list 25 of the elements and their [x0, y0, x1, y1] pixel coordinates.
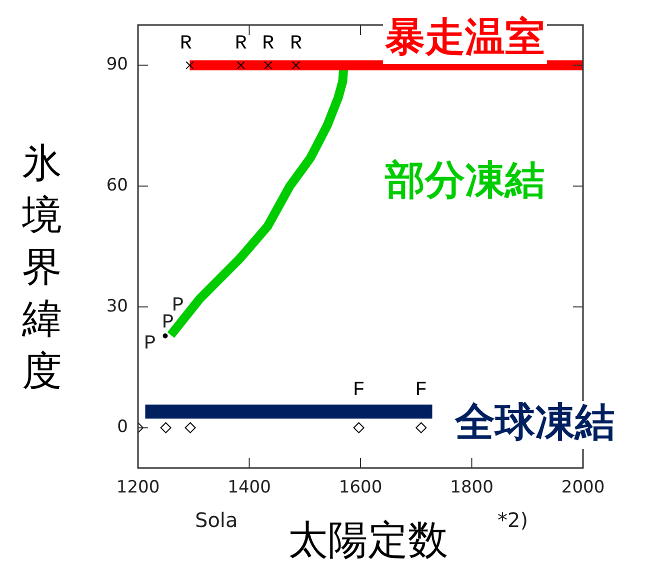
annotation: R: [180, 32, 192, 56]
annotation: R: [290, 32, 302, 56]
y-tick-label: 90: [106, 54, 128, 75]
annotation: P: [172, 294, 184, 318]
x-tick-label: 1200: [116, 478, 160, 498]
annotation: R: [234, 32, 247, 56]
y-tick-label: 0: [117, 417, 128, 438]
x-tick-label: 1800: [450, 478, 494, 498]
x-tick-label: 1400: [228, 478, 271, 498]
series-label: 部分凍結: [384, 157, 545, 204]
x-axis-title: 太陽定数: [288, 517, 448, 564]
text: Sola: [195, 508, 238, 532]
x-tick-label: 2000: [561, 478, 605, 498]
series-label: 暴走温室: [384, 14, 545, 60]
x-tick-label: 1600: [338, 478, 382, 498]
y-axis-title: 氷境界緯度: [21, 140, 62, 394]
y-tick-label: 60: [106, 176, 128, 196]
annotation: P: [162, 311, 174, 334]
annotation: F: [352, 378, 365, 402]
series-label: 全球凍結: [454, 399, 615, 446]
text: *2): [497, 508, 528, 532]
annotation: F: [415, 378, 428, 402]
annotation: P: [144, 332, 156, 356]
y-tick-label: 30: [106, 296, 128, 316]
annotation: R: [262, 32, 274, 56]
